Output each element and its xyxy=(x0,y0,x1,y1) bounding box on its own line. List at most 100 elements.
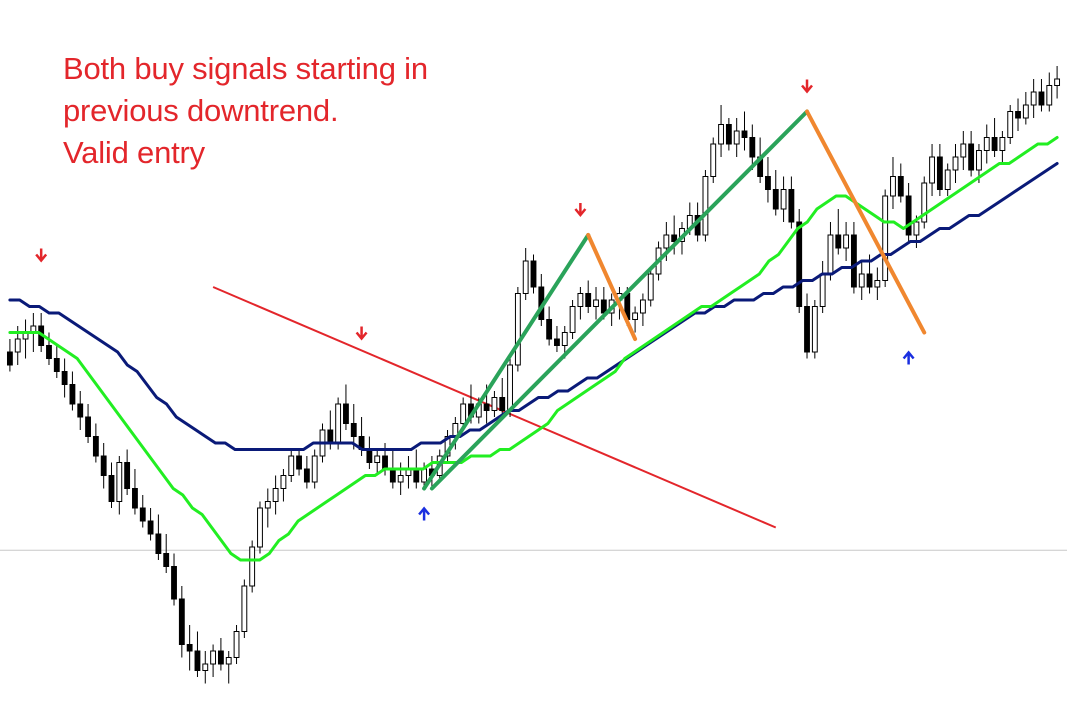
moving-average-layer xyxy=(8,136,1059,562)
candle-body xyxy=(936,156,943,190)
candle-body xyxy=(163,553,170,567)
candle-body xyxy=(913,221,920,236)
arrow-head xyxy=(902,350,915,360)
candle-body xyxy=(835,234,842,249)
candle-body xyxy=(124,462,131,489)
candle-body xyxy=(632,312,639,320)
candle-body xyxy=(139,507,146,522)
candle-body xyxy=(272,488,279,502)
fast-moving-average-line xyxy=(8,136,1059,562)
candle-body xyxy=(577,293,584,307)
annotation-line-3: Valid entry xyxy=(63,135,205,170)
candle-body xyxy=(397,475,404,483)
candle-body xyxy=(866,273,873,288)
candle-body xyxy=(827,234,834,275)
candle-body xyxy=(890,176,896,197)
candle-body xyxy=(733,130,740,145)
candle-body xyxy=(905,195,912,236)
candle-body xyxy=(210,650,217,665)
candle-body xyxy=(804,306,810,353)
candle-body xyxy=(389,468,396,483)
candle-body xyxy=(530,260,537,288)
candle-body xyxy=(116,462,123,502)
candle-body xyxy=(983,137,990,151)
candle-body xyxy=(311,455,318,483)
candle-body xyxy=(702,176,709,236)
candle-body xyxy=(413,468,420,483)
arrow-head xyxy=(418,506,431,516)
candle-body xyxy=(92,436,99,457)
candle-body xyxy=(843,234,850,249)
candle-body xyxy=(374,455,381,463)
candle-body xyxy=(929,156,935,184)
arrow-head xyxy=(574,208,587,217)
candle-body xyxy=(671,234,678,242)
candle-body xyxy=(772,189,779,210)
candle-body xyxy=(194,650,201,671)
candle-body xyxy=(499,397,506,411)
candle-body xyxy=(202,663,209,671)
candle-body xyxy=(483,403,490,411)
sell-swing-leg xyxy=(586,233,638,341)
annotation-line-2: previous downtrend. xyxy=(63,93,339,128)
candle-body xyxy=(663,234,670,249)
annotation-text: Both buy signals starting in previous do… xyxy=(63,48,428,174)
sell-signal-arrow-icon xyxy=(574,203,587,217)
candle-body xyxy=(303,468,310,483)
candle-body xyxy=(897,176,904,197)
candle-body xyxy=(554,338,560,346)
candle-body xyxy=(647,273,654,301)
candle-body xyxy=(561,332,568,346)
candle-body xyxy=(710,143,717,177)
candle-body xyxy=(850,234,857,288)
candle-body xyxy=(765,176,771,190)
candle-body xyxy=(147,520,154,535)
candle-body xyxy=(1015,111,1021,119)
candle-body xyxy=(460,403,467,424)
candle-body xyxy=(882,195,889,281)
candle-body xyxy=(741,130,748,138)
candle-body xyxy=(280,475,287,489)
sell-signal-arrow-icon xyxy=(801,79,813,94)
candle-body xyxy=(186,644,193,652)
candle-body xyxy=(593,299,599,307)
candle-body xyxy=(46,345,52,359)
candle-body xyxy=(108,475,115,502)
sell-signal-arrow-icon xyxy=(35,248,48,263)
swing-legs-layer xyxy=(422,109,927,491)
candle-body xyxy=(225,657,232,665)
candle-body xyxy=(858,273,865,288)
candle-body xyxy=(1007,111,1014,138)
candle-body xyxy=(178,598,185,645)
candle-body xyxy=(366,449,373,463)
candle-body xyxy=(600,299,607,314)
candle-body xyxy=(639,299,646,314)
candle-body xyxy=(53,358,60,372)
candle-body xyxy=(546,319,553,340)
candle-body xyxy=(491,397,498,411)
candle-body xyxy=(788,189,795,223)
candle-body xyxy=(968,143,975,171)
candle-body xyxy=(382,455,388,470)
sell-swing-leg xyxy=(805,109,927,335)
candle-body xyxy=(217,650,224,665)
candle-body xyxy=(991,137,998,151)
arrow-head xyxy=(35,253,48,263)
candle-body xyxy=(77,403,84,418)
candle-body xyxy=(288,455,295,476)
arrow-head xyxy=(801,84,813,94)
candle-body xyxy=(335,403,342,444)
candle-body xyxy=(874,280,881,288)
candle-body xyxy=(327,429,334,444)
candle-body xyxy=(85,416,91,437)
candle-body xyxy=(585,293,592,307)
candle-body xyxy=(343,403,349,424)
candle-body xyxy=(522,260,529,294)
candle-body xyxy=(1030,91,1037,106)
candle-body xyxy=(155,533,162,554)
sell-signal-arrow-icon xyxy=(355,326,368,341)
candle-body xyxy=(514,293,521,366)
signal-arrows-layer xyxy=(35,79,915,521)
candle-body xyxy=(976,150,982,171)
